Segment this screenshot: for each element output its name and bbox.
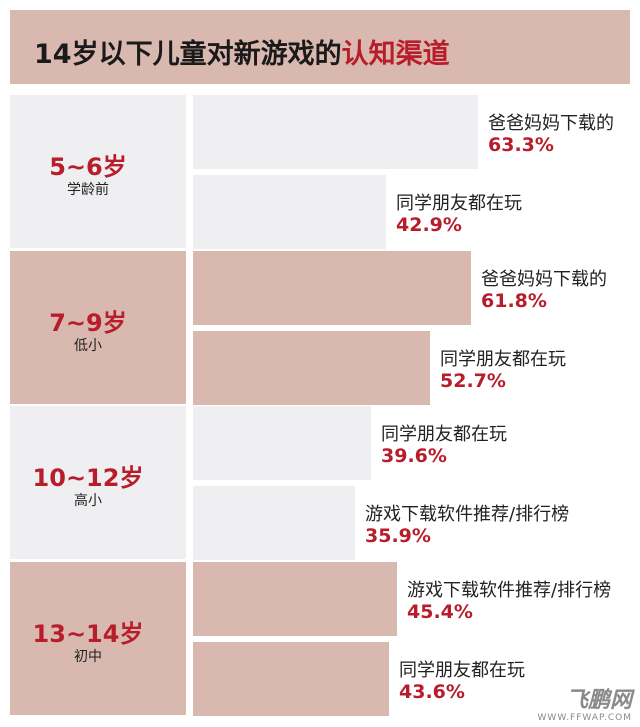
watermark-logo: 飞鹏网: [565, 688, 632, 713]
group-stage-label: 学龄前: [67, 182, 109, 198]
watermark-url: WWW.FFWAP.COM: [537, 713, 632, 723]
bar-value-label: 42.9%: [396, 214, 462, 236]
group-age-label: 5~6岁: [49, 153, 127, 181]
bar-value-label: 35.9%: [365, 525, 431, 547]
bar-category-label: 爸爸妈妈下载的: [488, 113, 614, 134]
group-age-label: 13~14岁: [32, 619, 144, 648]
bar-category-label: 同学朋友都在玩: [440, 348, 566, 370]
bar-category-label: 同学朋友都在玩: [399, 659, 525, 681]
group-age-label: 10~12岁: [32, 464, 144, 492]
bar-category-label: 同学朋友都在玩: [396, 193, 522, 214]
bar: [193, 250, 471, 325]
bar-value-label: 43.6%: [399, 680, 465, 703]
chart-title: 14岁以下儿童对新游戏的认知渠道: [34, 32, 450, 71]
bar: [193, 406, 371, 480]
bar-category-label: 爸爸妈妈下载的: [481, 268, 607, 290]
bar-category-label: 游戏下载软件推荐/排行榜: [365, 504, 570, 525]
group-box: [10, 95, 186, 248]
bar: [193, 561, 397, 636]
bar-value-label: 39.6%: [381, 445, 447, 467]
bar: [193, 330, 430, 405]
bar-value-label: 45.4%: [407, 600, 473, 623]
bar: [193, 641, 389, 716]
bar-category-label: 同学朋友都在玩: [381, 424, 507, 445]
bar: [193, 175, 386, 249]
group-box: [10, 561, 186, 715]
watermark: 飞鹏网 WWW.FFWAP.COM: [537, 688, 632, 724]
bar: [193, 95, 478, 169]
bar-value-label: 52.7%: [440, 369, 506, 392]
bar-category-label: 游戏下载软件推荐/排行榜: [407, 579, 612, 601]
group-box: [10, 406, 186, 559]
group-stage-label: 初中: [74, 648, 102, 665]
group-box: [10, 250, 186, 404]
title-main: 14岁以下儿童对新游戏的: [34, 39, 342, 70]
group-stage-label: 高小: [74, 493, 102, 509]
bar-value-label: 61.8%: [481, 289, 547, 312]
title-highlight: 认知渠道: [341, 39, 450, 70]
group-stage-label: 低小: [74, 337, 102, 354]
bar-value-label: 63.3%: [488, 134, 554, 156]
group-age-label: 7~9岁: [49, 308, 127, 337]
title-bar: 14岁以下儿童对新游戏的认知渠道: [10, 10, 630, 84]
bar: [193, 486, 355, 560]
